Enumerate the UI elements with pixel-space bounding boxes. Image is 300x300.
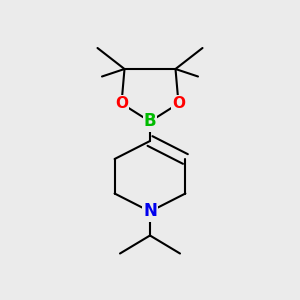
Text: O: O	[172, 96, 185, 111]
Text: N: N	[143, 202, 157, 220]
Text: O: O	[115, 96, 128, 111]
Text: B: B	[144, 112, 156, 130]
